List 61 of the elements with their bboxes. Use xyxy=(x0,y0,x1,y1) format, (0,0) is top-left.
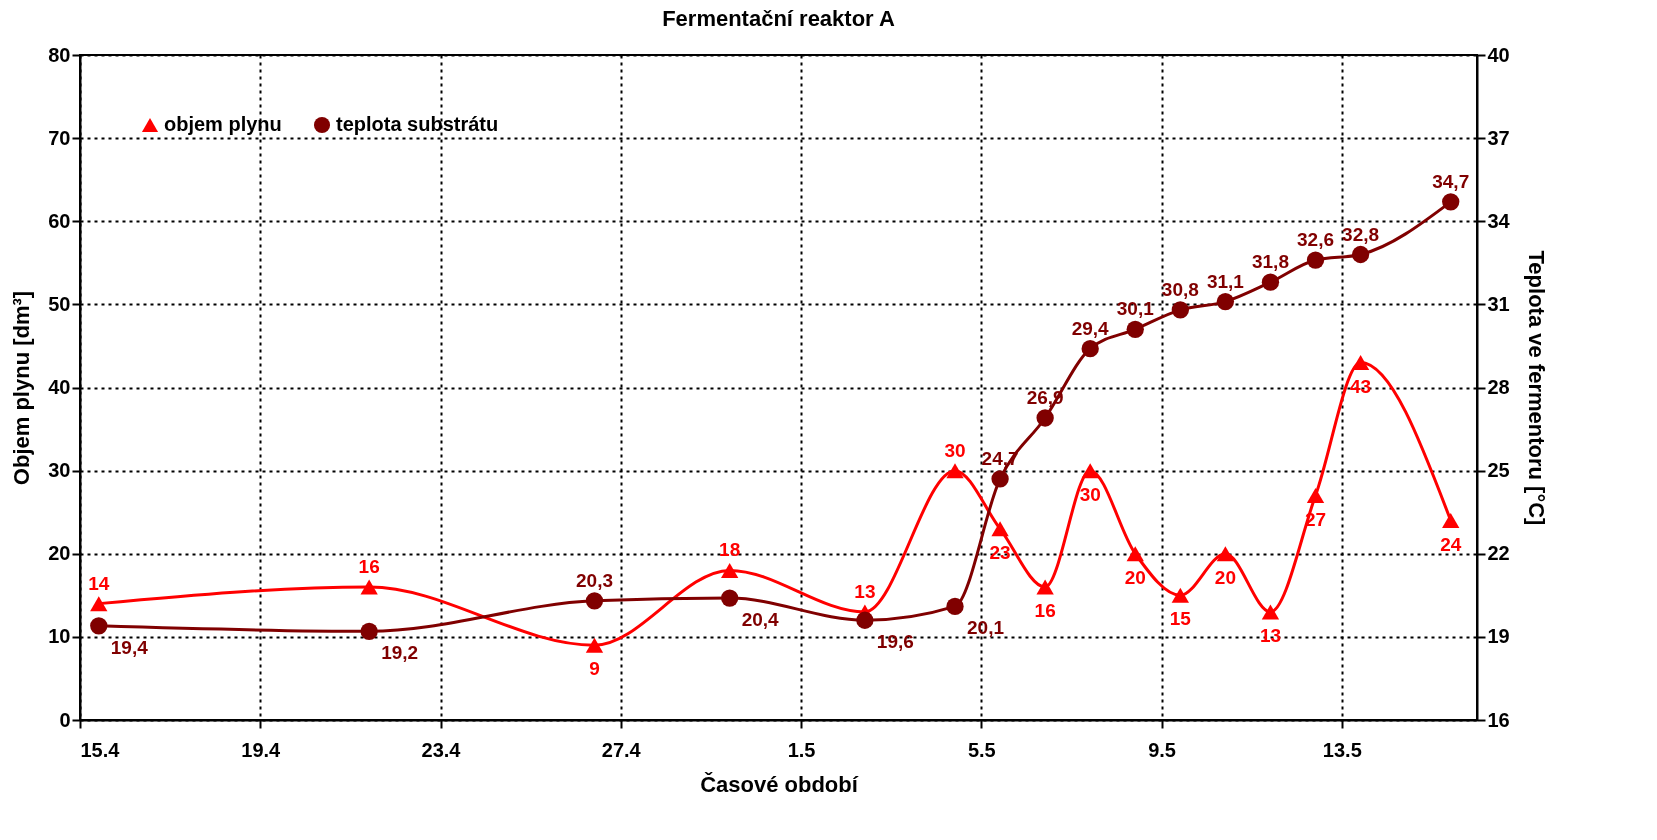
x-tick-label: 19.4 xyxy=(241,738,282,761)
data-label: 30 xyxy=(944,439,966,461)
x-tick-label: 23.4 xyxy=(421,738,462,761)
data-label: 20 xyxy=(1214,566,1236,588)
x-tick-label: 5.5 xyxy=(967,738,996,761)
data-label: 16 xyxy=(1034,600,1056,621)
y-tick-label: 30 xyxy=(48,459,71,482)
data-label: 32,8 xyxy=(1342,223,1380,245)
data-label: 16 xyxy=(358,556,380,577)
data-label: 34,7 xyxy=(1432,170,1470,192)
legend-label: objem plynu xyxy=(164,113,282,135)
y-tick-label: 60 xyxy=(48,209,71,232)
x-tick-label: 15.4 xyxy=(80,738,121,761)
data-label: 19,6 xyxy=(876,631,914,653)
y-tick-label: 0 xyxy=(59,708,71,731)
y-tick-label: 50 xyxy=(48,292,71,315)
data-label: 30,8 xyxy=(1161,278,1199,300)
y2-tick-label: 34 xyxy=(1487,209,1511,232)
y-tick-label: 10 xyxy=(48,625,71,648)
y2-tick-label: 19 xyxy=(1487,625,1510,648)
x-tick-label: 1.5 xyxy=(787,738,816,761)
data-label: 15 xyxy=(1169,608,1192,630)
y-tick-label: 40 xyxy=(48,376,71,398)
data-label: 30 xyxy=(1079,483,1101,505)
data-label: 19,4 xyxy=(110,636,149,658)
data-label: 31,1 xyxy=(1206,270,1245,292)
y-tick-label: 70 xyxy=(48,126,71,149)
legend-label: teplota substrátu xyxy=(336,113,499,135)
data-label: 19,2 xyxy=(381,642,419,664)
data-label: 9 xyxy=(589,658,600,680)
x-tick-label: 9.5 xyxy=(1148,738,1176,761)
y-tick-label: 20 xyxy=(48,542,71,565)
y2-tick-label: 22 xyxy=(1487,542,1510,565)
chart-title: Fermentační reaktor A xyxy=(662,6,895,31)
data-label: 32,6 xyxy=(1297,229,1335,251)
data-label: 18 xyxy=(719,539,741,561)
data-label: 20,3 xyxy=(575,569,613,591)
y2-tick-label: 37 xyxy=(1487,126,1510,149)
data-label: 20,4 xyxy=(741,609,780,631)
data-label: 13 xyxy=(1259,624,1282,646)
data-label: 30,1 xyxy=(1116,298,1155,320)
y-axis-title: Objem plynu [dm³] xyxy=(9,290,35,486)
data-label: 20,1 xyxy=(967,617,1005,639)
x-tick-label: 13.5 xyxy=(1322,738,1362,761)
y2-tick-label: 25 xyxy=(1487,459,1510,482)
data-label: 24 xyxy=(1440,533,1462,555)
data-label: 13 xyxy=(854,580,876,602)
y2-axis-title: Teplota ve fermentoru [°C] xyxy=(1523,250,1549,526)
x-axis-title: Časové období xyxy=(700,771,859,797)
data-label: 29,4 xyxy=(1071,317,1110,339)
data-label: 14 xyxy=(88,572,110,594)
data-label: 23 xyxy=(989,541,1011,563)
data-label: 20 xyxy=(1124,566,1146,588)
y2-tick-label: 40 xyxy=(1487,43,1510,66)
data-label: 31,8 xyxy=(1251,251,1289,273)
y2-tick-label: 28 xyxy=(1487,376,1510,398)
y2-tick-label: 31 xyxy=(1487,292,1510,315)
x-tick-label: 27.4 xyxy=(601,738,642,761)
y2-tick-label: 16 xyxy=(1487,708,1510,731)
y-tick-label: 80 xyxy=(48,43,71,66)
data-label: 43 xyxy=(1350,375,1372,397)
